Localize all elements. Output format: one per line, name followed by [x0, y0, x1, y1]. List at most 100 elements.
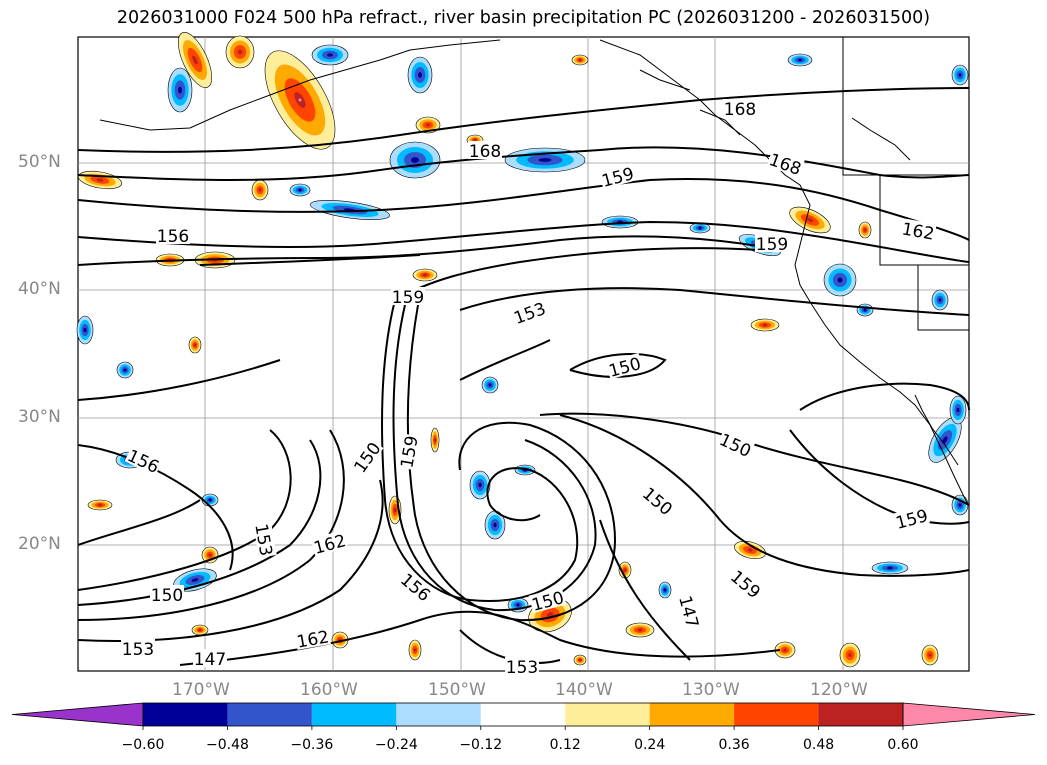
- refractivity-contours: [77, 87, 970, 666]
- contour-label-bg: [528, 586, 567, 614]
- contour-label: 153: [122, 640, 154, 660]
- contour-label-bg: [766, 148, 805, 178]
- contour-line: [77, 499, 201, 546]
- precip-cell: [412, 268, 438, 282]
- coastline-segment: [914, 394, 959, 466]
- colorbar-tick-label: 0.12: [549, 737, 581, 753]
- contour-label: 168: [469, 142, 501, 162]
- precip-cell: [177, 32, 213, 88]
- precip-cell: [921, 644, 939, 666]
- contour-label-bg: [468, 141, 502, 159]
- precip-cell: [571, 54, 589, 66]
- colorbar-segment: [480, 703, 566, 726]
- precip-cell: [931, 289, 949, 311]
- contour-line: [77, 439, 322, 606]
- precip-cell: [408, 639, 422, 661]
- contour-line: [394, 247, 761, 301]
- precip-cell: [469, 470, 491, 500]
- contour-line: [199, 254, 421, 266]
- contour-label-bg: [310, 529, 349, 557]
- precip-cell: [625, 622, 655, 638]
- contour-label: 147: [194, 650, 226, 670]
- coastline-segment: [917, 265, 969, 331]
- contour-label: 168: [724, 100, 756, 120]
- colorbar-segment: [734, 703, 819, 726]
- contour-label-bg: [124, 444, 164, 476]
- contour-label-bg: [391, 287, 425, 305]
- contour-label-bg: [396, 433, 420, 470]
- contour-line: [406, 304, 617, 622]
- precip-cell: [658, 581, 672, 599]
- precip-cell: [928, 417, 962, 463]
- contour-label: 159: [392, 288, 424, 308]
- precip-cell: [858, 221, 872, 239]
- precip-cell: [856, 303, 874, 317]
- contour-line: [77, 444, 234, 571]
- colorbar-segment: [143, 703, 228, 726]
- coastline-segment: [99, 39, 501, 131]
- colorbar-tick-label: 0.48: [802, 737, 835, 753]
- precip-cell: [774, 641, 796, 659]
- contour-label-bg: [605, 352, 644, 380]
- precip-cell: [481, 376, 499, 394]
- coastline-segment: [842, 37, 969, 176]
- lon-label: 150°W: [428, 680, 486, 700]
- lon-label: 140°W: [555, 680, 613, 700]
- contour-line: [569, 353, 667, 378]
- map-frame: [77, 36, 970, 672]
- precip-cell: [949, 395, 967, 425]
- lon-label: 130°W: [682, 680, 740, 700]
- coastline-segment: [639, 69, 691, 91]
- lat-label: 20°N: [18, 534, 61, 554]
- precip-cell: [951, 64, 969, 86]
- precip-cell: [787, 53, 813, 67]
- contour-label-bg: [755, 234, 789, 252]
- contour-label-bg: [723, 99, 757, 117]
- lon-label: 160°W: [300, 680, 358, 700]
- precip-cell: [251, 179, 269, 201]
- precip-cell: [311, 44, 349, 66]
- contour-line: [789, 429, 970, 525]
- contour-label: 150: [151, 586, 183, 606]
- contour-label-bg: [156, 226, 190, 244]
- precip-cell: [289, 183, 311, 197]
- colorbar-segment: [227, 703, 312, 726]
- colorbar-tick-label: −0.48: [205, 737, 249, 753]
- contour-label-bg: [639, 482, 678, 519]
- lon-label: 170°W: [172, 680, 230, 700]
- colorbar-frame: [142, 702, 904, 727]
- contour-label-bg: [397, 568, 436, 605]
- precip-cell: [750, 318, 780, 332]
- contour-line: [392, 304, 597, 612]
- contour-line: [77, 220, 970, 263]
- contour-line: [599, 519, 691, 661]
- lat-label: 30°N: [18, 407, 61, 427]
- contour-line: [77, 178, 970, 241]
- coastline-segment: [699, 109, 741, 136]
- precip-cell: [573, 654, 587, 666]
- precip-cell: [167, 67, 193, 113]
- precip-cell: [839, 642, 861, 668]
- contour-label-bg: [294, 626, 331, 650]
- contour-label-bg: [121, 639, 155, 657]
- precip-cell: [430, 427, 440, 453]
- precip-cell: [264, 50, 336, 150]
- contour-line: [77, 235, 781, 266]
- map-title: 2026031000 F024 500 hPa refract., river …: [116, 8, 931, 28]
- contour-label-bg: [193, 649, 227, 667]
- precip-cell: [504, 147, 586, 173]
- contour-line: [77, 87, 970, 153]
- colorbar-tick-label: 0.24: [634, 737, 666, 753]
- contour-line: [77, 359, 281, 401]
- colorbar-tick-label: 0.60: [887, 737, 919, 753]
- colorbar-tick-label: −0.24: [374, 737, 418, 753]
- precip-cell: [415, 116, 441, 134]
- contour-label-bg: [598, 162, 637, 190]
- colorbar: [11, 702, 1036, 730]
- contour-line: [799, 382, 970, 411]
- precip-cell: [116, 361, 134, 379]
- contour-line: [459, 287, 970, 316]
- precip-cell: [871, 561, 909, 575]
- contour-line: [539, 412, 970, 506]
